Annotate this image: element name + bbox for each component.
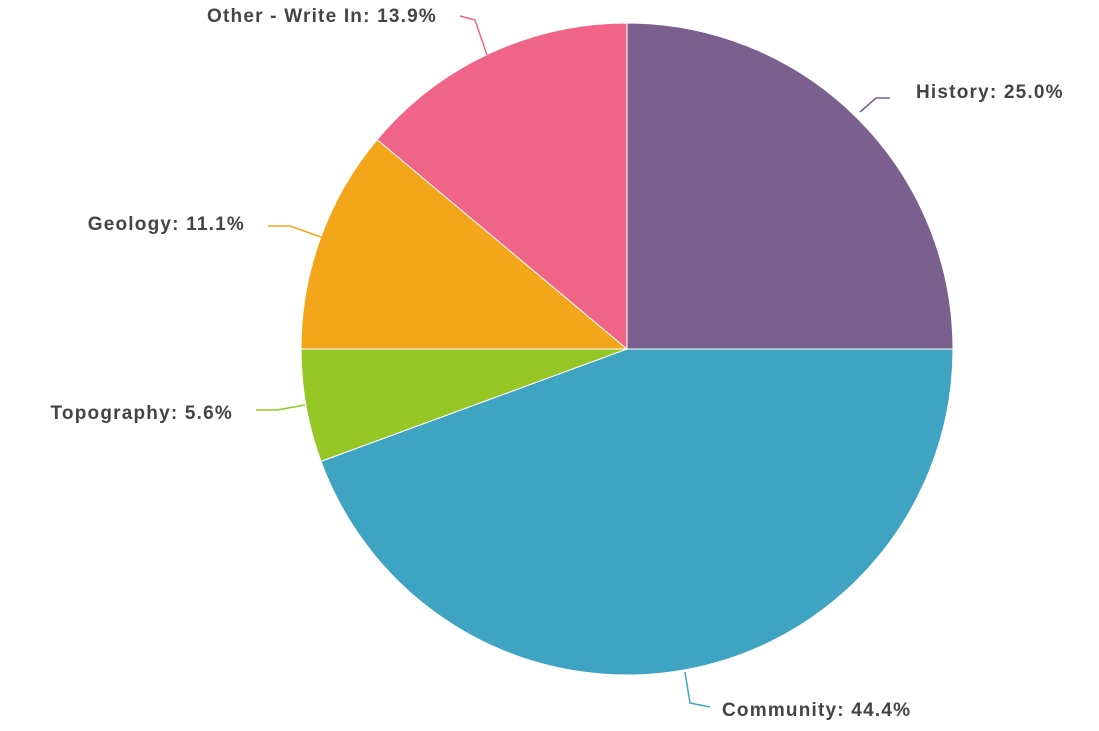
leader-line-topography bbox=[256, 404, 306, 411]
leader-lines bbox=[256, 15, 890, 708]
leader-line-history bbox=[859, 97, 890, 113]
pie-slice-other-write-in bbox=[376, 22, 628, 351]
slice-label-history: History: 25.0% bbox=[916, 82, 1064, 103]
slice-labels: History: 25.0% Community: 44.4% Topography… bbox=[51, 6, 1064, 721]
slice-label-community: Community: 44.4% bbox=[722, 700, 911, 721]
pie-slices bbox=[300, 22, 954, 676]
slice-label-other-write-in: Other - Write In: 13.9% bbox=[207, 6, 437, 27]
slice-label-geology: Geology: 11.1% bbox=[88, 214, 245, 235]
slice-label-topography: Topography: 5.6% bbox=[51, 403, 233, 424]
leader-line-other-write-in bbox=[459, 15, 488, 56]
leader-line-community bbox=[684, 671, 711, 708]
leader-line-geology bbox=[268, 225, 322, 238]
pie-slice-history bbox=[626, 22, 954, 350]
pie-slice-community bbox=[320, 348, 954, 676]
